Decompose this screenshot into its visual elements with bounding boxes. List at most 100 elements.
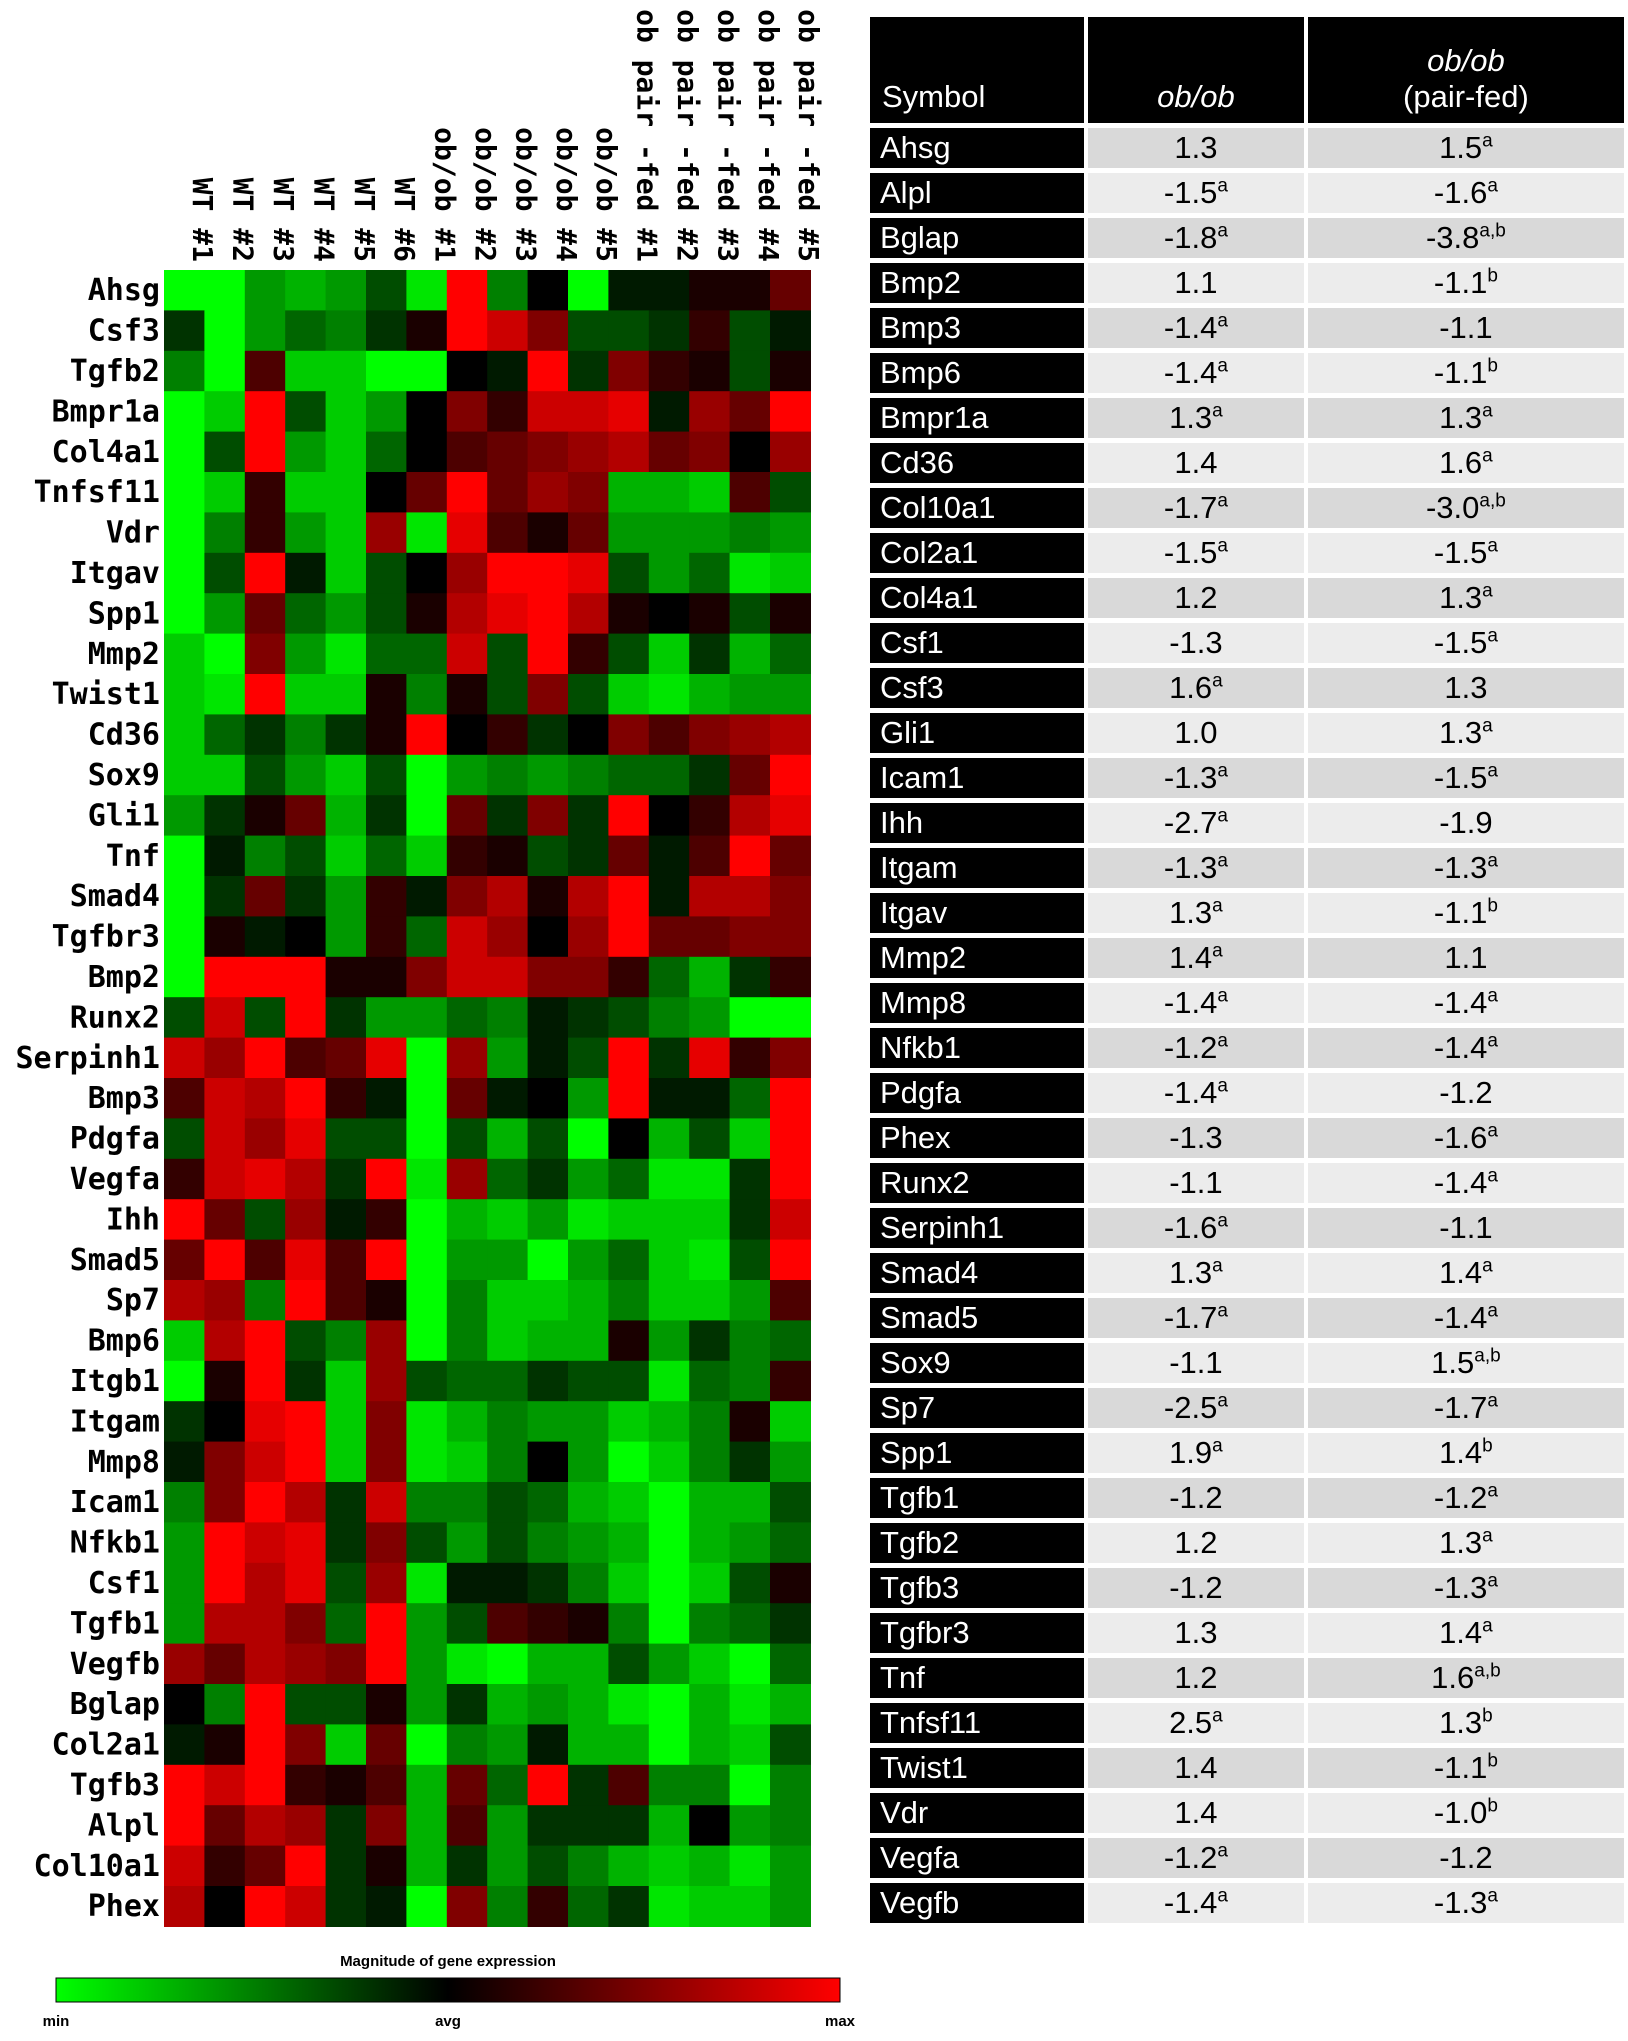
heatmap-cell [244, 1320, 286, 1362]
heatmap-cell [446, 270, 488, 311]
heatmap-row-label: Vdr [106, 516, 160, 551]
heatmap-cell [648, 1118, 690, 1160]
fold-change-value: 1.1 [1174, 265, 1218, 300]
heatmap-cell [285, 956, 327, 998]
symbol-cell: Itgam [870, 848, 1084, 888]
heatmap-cell [285, 1158, 327, 1200]
heatmap-cell [527, 1078, 569, 1119]
fold-change-table: Symbol ob/ob ob/ob (pair-fed) Ahsg 1.3 1.5… [870, 12, 1624, 1928]
heatmap-cell [325, 593, 367, 635]
heatmap-cell [446, 431, 488, 473]
heatmap-cell [527, 1643, 569, 1685]
heatmap-cell [406, 270, 448, 311]
heatmap-cell [608, 674, 650, 715]
heatmap-cell [608, 1886, 650, 1927]
heatmap-cell [366, 795, 407, 837]
heatmap-cell [527, 1118, 569, 1160]
heatmap-cell [204, 674, 246, 715]
heatmap-cell [527, 512, 569, 554]
heatmap-cell [648, 754, 690, 796]
heatmap-cell [244, 310, 286, 352]
significance-superscript: a [1217, 310, 1228, 332]
heatmap-cell [568, 997, 609, 1039]
heatmap-cell [568, 1037, 609, 1079]
heatmap-cell [527, 1845, 569, 1887]
heatmap-cell [729, 593, 771, 635]
obob-value-cell: -1.2a [1084, 1028, 1304, 1068]
heatmap-cell [366, 1037, 407, 1079]
heatmap-cell [285, 1603, 327, 1645]
heatmap-column-label: ob pair -fed #3 [711, 9, 744, 262]
heatmap-cell [648, 835, 690, 877]
heatmap-row-label: Gli1 [88, 798, 160, 833]
fold-change-value: -1.7 [1163, 1300, 1218, 1335]
fold-change-value: -1.9 [1439, 805, 1493, 840]
heatmap-cell [164, 714, 205, 756]
heatmap-cell [729, 1280, 771, 1321]
heatmap-cell [406, 1118, 448, 1160]
heatmap-cell [568, 1643, 609, 1685]
heatmap-cell [487, 1684, 529, 1725]
symbol-cell: Col4a1 [870, 578, 1084, 618]
symbol-cell: Spp1 [870, 1433, 1084, 1473]
heatmap-cell [406, 1280, 448, 1321]
heatmap-cell [325, 1522, 367, 1564]
heatmap-cell [406, 512, 448, 554]
heatmap-cell [648, 1078, 690, 1119]
heatmap-cell [729, 1643, 771, 1685]
obob-value-cell: -1.3a [1084, 758, 1304, 798]
heatmap-cell [366, 1199, 407, 1241]
heatmap-cell [487, 1360, 529, 1402]
heatmap-cell [729, 270, 771, 311]
heatmap-cell [487, 1845, 529, 1887]
significance-superscript: a [1482, 400, 1493, 422]
heatmap-cell [648, 350, 690, 392]
heatmap-cell [325, 633, 367, 675]
obob-value-cell: 1.4 [1084, 1793, 1304, 1833]
heatmap-cell [568, 835, 609, 877]
heatmap-cell [648, 1401, 690, 1443]
heatmap-cell [244, 835, 286, 877]
heatmap-cell [366, 1886, 407, 1927]
heatmap-cell [325, 1360, 367, 1402]
obob-pairfed-value-cell: 1.3a [1303, 398, 1624, 438]
heatmap-cell [527, 633, 569, 675]
fold-change-value: 1.3 [1169, 895, 1213, 930]
heatmap-cell [446, 512, 488, 554]
heatmap-cell [285, 431, 327, 473]
heatmap-cell [204, 1078, 246, 1119]
significance-superscript: a [1212, 1435, 1223, 1457]
heatmap-cell [568, 1360, 609, 1402]
heatmap-cell [164, 997, 205, 1039]
heatmap-cell [446, 674, 488, 715]
obob-value-cell: -1.7a [1084, 488, 1304, 528]
heatmap-cell [325, 472, 367, 513]
heatmap-cell [608, 956, 650, 998]
obob-pairfed-value-cell: -1.7a [1303, 1388, 1624, 1428]
heatmap-cell [608, 1360, 650, 1402]
table-row: Tnfsf11 2.5a 1.3b [870, 1703, 1624, 1743]
heatmap-cell [729, 956, 771, 998]
significance-superscript: a [1482, 715, 1493, 737]
legend-max-label: max [825, 2013, 856, 2030]
heatmap-cell [204, 1320, 246, 1362]
heatmap-cell [568, 1158, 609, 1200]
symbol-cell: Runx2 [870, 1163, 1084, 1203]
heatmap-cell [406, 1239, 448, 1281]
obob-pairfed-value-cell: 1.4a [1303, 1253, 1624, 1293]
heatmap-cell [164, 1522, 205, 1564]
significance-superscript: a [1217, 220, 1228, 242]
heatmap-cell [325, 1199, 367, 1241]
heatmap-row-label: Tnf [106, 839, 160, 874]
heatmap-cell [729, 1845, 771, 1887]
heatmap-column-label: WT #1 [186, 178, 219, 262]
symbol-cell: Alpl [870, 173, 1084, 213]
fold-change-value: 1.4 [1439, 1435, 1483, 1470]
heatmap-cell [487, 270, 529, 311]
obob-value-cell: 1.2 [1084, 578, 1304, 618]
heatmap-cell [608, 1280, 650, 1321]
heatmap-cell [366, 350, 407, 392]
heatmap-row-label: Alpl [88, 1808, 160, 1843]
obob-pairfed-value-cell: -1.9 [1303, 803, 1624, 843]
heatmap-cell [648, 1724, 690, 1766]
